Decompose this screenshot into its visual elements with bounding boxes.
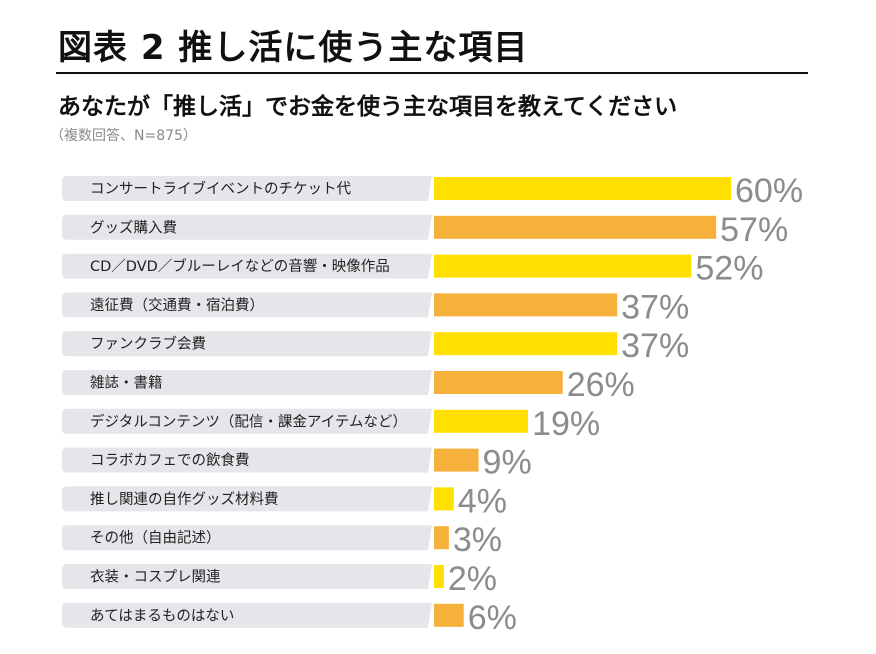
bar <box>434 487 454 511</box>
bar-row: コンサートライブイベントのチケット代 60% <box>62 172 803 210</box>
value-label: 4% <box>458 482 507 520</box>
category-label-box <box>62 292 432 318</box>
bar <box>434 254 692 278</box>
value-label: 52% <box>695 250 763 288</box>
bar <box>434 371 563 394</box>
category-label: デジタルコンテンツ（配信・課金アイテムなど） <box>90 412 407 430</box>
category-label-box <box>62 331 432 357</box>
bar-row: 遠征費（交通費・宿泊費） 37% <box>62 288 689 326</box>
bar-row: ファンクラブ会費 37% <box>62 327 689 365</box>
category-label: 衣装・コスプレ関連 <box>90 569 221 586</box>
category-label-box <box>62 176 432 201</box>
bar <box>434 603 464 627</box>
category-label-box <box>62 408 432 434</box>
value-label: 37% <box>621 288 689 326</box>
bar <box>434 409 529 433</box>
category-label: ファンクラブ会費 <box>90 335 206 353</box>
bar <box>434 215 717 239</box>
value-label: 37% <box>621 327 689 365</box>
bar-row: グッズ購入費 57% <box>62 211 788 249</box>
value-label: 9% <box>483 444 532 482</box>
bar-row: あてはまるものはない 6% <box>62 599 517 637</box>
value-label: 60% <box>735 172 803 210</box>
category-label: 推し関連の自作グッズ材料費 <box>90 491 279 508</box>
bar-row: CD／DVD／ブルーレイなどの音響・映像作品 52% <box>62 250 763 288</box>
bar <box>434 293 618 317</box>
survey-question: あなたが「推し活」でお金を使う主な項目を教えてください <box>58 94 678 120</box>
bar-row: その他（自由記述） 3% <box>62 521 502 559</box>
category-label-box <box>62 602 432 628</box>
category-label-box <box>62 253 432 279</box>
category-label: グッズ購入費 <box>90 219 177 236</box>
category-label: 遠征費（交通費・宿泊費） <box>90 296 264 314</box>
category-label-box <box>62 564 432 589</box>
bar-row: 雑誌・書籍 26% <box>62 366 635 404</box>
bar-row: デジタルコンテンツ（配信・課金アイテムなど） 19% <box>62 405 600 443</box>
category-label-box <box>62 525 432 551</box>
value-label: 57% <box>720 211 788 249</box>
category-label: 雑誌・書籍 <box>90 375 163 392</box>
value-label: 3% <box>453 521 502 559</box>
category-label-box <box>62 370 432 395</box>
bar <box>434 526 449 550</box>
category-label-box <box>62 447 432 473</box>
bar <box>434 448 479 472</box>
category-label: その他（自由記述） <box>90 530 221 547</box>
bar-row: 推し関連の自作グッズ材料費 4% <box>62 482 507 520</box>
title-underline <box>56 72 808 74</box>
category-label: コンサートライブイベントのチケット代 <box>90 180 351 198</box>
bar <box>434 565 444 588</box>
bar <box>434 177 731 200</box>
category-label: コラボカフェでの飲食費 <box>90 452 250 469</box>
sample-note: （複数回答、N=875） <box>50 128 197 144</box>
bar <box>434 332 618 356</box>
value-label: 26% <box>567 366 635 404</box>
value-label: 2% <box>448 560 497 598</box>
value-label: 6% <box>468 599 517 637</box>
bar-row: 衣装・コスプレ関連 2% <box>62 560 497 598</box>
figure-title: 図表 2 推し活に使う主な項目 <box>58 28 529 68</box>
category-label: あてはまるものはない <box>90 607 234 624</box>
bar-row: コラボカフェでの飲食費 9% <box>62 444 532 482</box>
category-label-box <box>62 214 432 240</box>
category-label: CD／DVD／ブルーレイなどの音響・映像作品 <box>90 257 390 275</box>
value-label: 19% <box>532 405 600 443</box>
category-label-box <box>62 486 432 512</box>
